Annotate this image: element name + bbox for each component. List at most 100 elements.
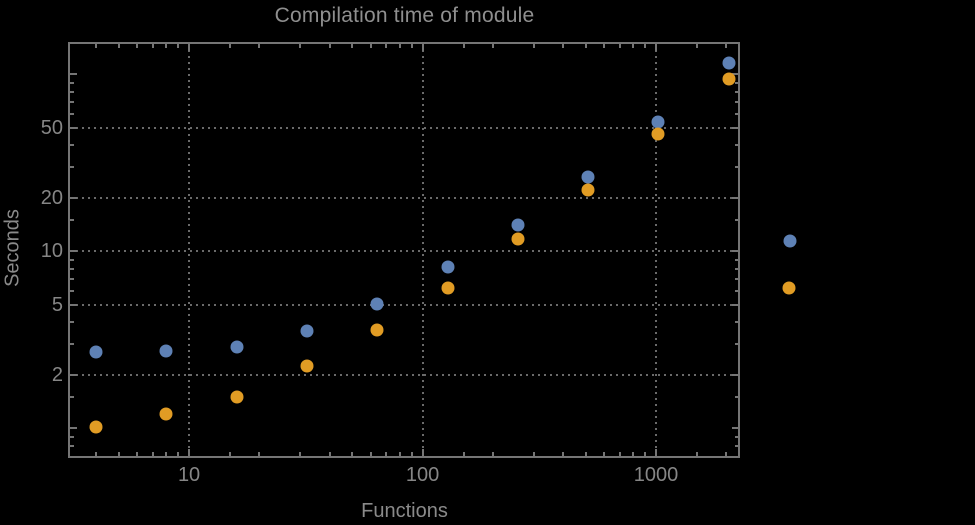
x-tick-top-1500 — [696, 44, 699, 48]
x-tick-top-8 — [165, 44, 168, 48]
data-point-series-1-blue-x16 — [230, 340, 244, 354]
x-tick-top-300 — [532, 44, 535, 48]
x-axis-label: Functions — [361, 500, 448, 522]
y-tick-right-90 — [735, 81, 739, 84]
data-point-series-1-blue-x256 — [511, 218, 525, 232]
y-tick-left-10 — [70, 250, 77, 253]
x-tick-bottom-700 — [618, 452, 621, 456]
x-tick-bottom-9 — [177, 452, 180, 456]
x-tick-top-1000 — [654, 44, 657, 51]
y-tick-right-6 — [735, 289, 739, 292]
x-tick-top-30 — [299, 44, 302, 48]
y-tick-left-30 — [70, 165, 74, 168]
x-tick-bottom-5 — [117, 452, 120, 456]
x-tick-top-50 — [351, 44, 354, 48]
data-point-series-1-blue-x512 — [581, 170, 595, 184]
y-tick-right-20 — [732, 197, 739, 200]
gridline-y-10 — [70, 250, 739, 253]
x-tick-top-80 — [398, 44, 401, 48]
y-tick-left-150 — [70, 42, 74, 45]
x-tick-top-5 — [117, 44, 120, 48]
x-tick-label-100: 100 — [405, 464, 440, 486]
gridline-y-20 — [70, 197, 739, 200]
y-tick-right-5 — [732, 303, 739, 306]
y-tick-left-50 — [70, 126, 77, 129]
x-tick-top-60 — [369, 44, 372, 48]
data-point-series-1-blue-x8 — [159, 344, 173, 358]
x-tick-top-100 — [421, 44, 424, 51]
x-tick-bottom-8 — [165, 452, 168, 456]
chart-title: Compilation time of module — [274, 4, 535, 27]
x-tick-bottom-100 — [421, 449, 424, 456]
y-tick-left-15 — [70, 219, 74, 222]
x-tick-bottom-500 — [584, 452, 587, 456]
gridline-y-50 — [70, 126, 739, 129]
y-tick-left-0.8 — [70, 444, 74, 447]
y-tick-right-3 — [735, 343, 739, 345]
x-tick-bottom-600 — [603, 452, 606, 456]
x-tick-top-800 — [632, 44, 635, 48]
x-tick-bottom-10 — [188, 449, 191, 456]
x-tick-top-90 — [410, 44, 413, 48]
y-tick-label-2: 2 — [51, 364, 63, 387]
x-tick-bottom-7 — [151, 452, 154, 456]
x-tick-bottom-40 — [328, 452, 331, 456]
y-tick-label-10: 10 — [40, 240, 63, 263]
y-tick-right-70 — [735, 100, 739, 103]
y-tick-left-90 — [70, 81, 74, 84]
x-tick-top-9 — [177, 44, 180, 48]
x-tick-bottom-60 — [369, 452, 372, 456]
legend-marker-series-2 — [782, 281, 796, 295]
data-point-series-2-orange-x128 — [441, 281, 455, 295]
data-point-series-2-orange-x32 — [300, 359, 314, 373]
data-point-series-1-blue-x64 — [370, 297, 384, 311]
data-point-series-2-orange-x256 — [511, 232, 525, 246]
x-tick-label-1000: 1000 — [633, 464, 679, 486]
y-tick-right-0.8 — [735, 444, 739, 447]
data-point-series-1-blue-x128 — [441, 260, 455, 274]
x-tick-top-500 — [584, 44, 587, 48]
y-tick-left-100 — [70, 73, 77, 76]
x-tick-bottom-2000 — [725, 452, 728, 456]
y-tick-left-70 — [70, 100, 74, 103]
y-tick-right-0.9 — [735, 435, 739, 438]
y-tick-right-80 — [735, 90, 739, 93]
y-tick-left-0.9 — [70, 435, 74, 438]
x-tick-bottom-800 — [632, 452, 635, 456]
gridline-y-5 — [70, 303, 739, 306]
y-tick-right-4 — [735, 320, 739, 323]
x-tick-bottom-200 — [491, 452, 494, 456]
y-tick-right-15 — [735, 219, 739, 222]
x-tick-top-70 — [385, 44, 388, 48]
x-tick-bottom-4 — [95, 452, 98, 456]
y-tick-left-1 — [70, 427, 77, 430]
legend-marker-series-1 — [783, 234, 797, 248]
y-tick-left-6 — [70, 289, 74, 292]
y-tick-right-1.5 — [735, 396, 739, 399]
x-tick-bottom-15 — [229, 452, 232, 456]
gridline-x-1000 — [654, 44, 657, 456]
y-tick-right-10 — [732, 250, 739, 253]
y-tick-right-7 — [735, 277, 739, 280]
y-tick-left-9 — [70, 258, 74, 261]
data-point-series-2-orange-x2048 — [722, 72, 736, 86]
x-tick-bottom-150 — [462, 452, 465, 456]
y-tick-left-7 — [70, 277, 74, 280]
x-tick-bottom-70 — [385, 452, 388, 456]
x-tick-top-4 — [95, 44, 98, 48]
data-point-series-1-blue-x2048 — [722, 56, 736, 70]
y-tick-label-50: 50 — [40, 116, 63, 139]
y-tick-right-50 — [732, 126, 739, 129]
y-axis-label: Seconds — [1, 209, 24, 287]
data-point-series-2-orange-x512 — [581, 183, 595, 197]
data-point-series-2-orange-x8 — [159, 407, 173, 421]
x-tick-top-7 — [151, 44, 154, 48]
y-tick-left-20 — [70, 197, 77, 200]
x-tick-top-6 — [136, 44, 139, 48]
y-tick-right-1 — [732, 427, 739, 430]
y-tick-label-20: 20 — [40, 187, 63, 210]
x-tick-top-600 — [603, 44, 606, 48]
x-tick-top-20 — [258, 44, 261, 48]
y-tick-left-2 — [70, 374, 77, 377]
